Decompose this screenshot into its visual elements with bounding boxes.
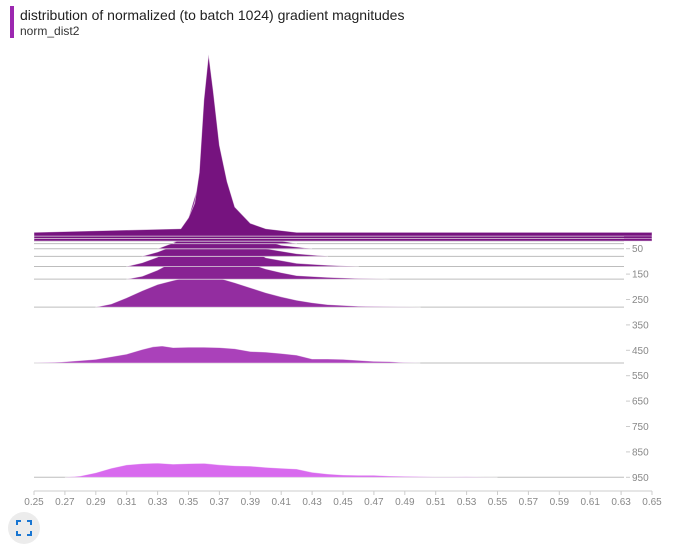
x-tick-label: 0.39 — [241, 497, 261, 508]
x-tick-label: 0.31 — [117, 497, 137, 508]
step-tick-label: 950 — [632, 473, 649, 484]
distribution-area-step-0 — [33, 54, 653, 237]
run-name: norm_dist2 — [20, 24, 80, 38]
distribution-chart: 0.25 0.27 0.29 0.31 0.33 0.35 0.37 0.39 0.41 0.43… — [24, 54, 662, 508]
step-tick-label: 650 — [632, 397, 649, 408]
x-tick-label: 0.55 — [488, 497, 508, 508]
fullscreen-icon — [16, 520, 32, 536]
step-tick-label: 50 — [632, 244, 644, 255]
x-tick-label: 0.41 — [271, 497, 291, 508]
step-tick-label: 450 — [632, 346, 649, 357]
x-tick-label: 0.25 — [24, 497, 44, 508]
step-tick-label: 150 — [632, 270, 649, 281]
x-tick-label: 0.63 — [611, 497, 631, 508]
x-tick-label: 0.49 — [395, 497, 415, 508]
x-tick-label: 0.35 — [179, 497, 199, 508]
x-tick-label: 0.33 — [148, 497, 168, 508]
x-tick-label: 0.53 — [457, 497, 477, 508]
x-tick-label: 0.37 — [210, 497, 230, 508]
x-tick-label: 0.59 — [550, 497, 570, 508]
x-tick-label: 0.27 — [55, 497, 75, 508]
x-tick-label: 0.45 — [333, 497, 353, 508]
step-tick-label: 550 — [632, 371, 649, 382]
step-tick-label: 350 — [632, 320, 649, 331]
distribution-area-step-280 — [95, 275, 421, 308]
distribution-area-step-20 — [33, 89, 653, 242]
step-tick-label: 250 — [632, 295, 649, 306]
step-tick-label: 850 — [632, 447, 649, 458]
x-tick-label: 0.57 — [519, 497, 539, 508]
distribution-area-step-10 — [33, 73, 653, 239]
x-tick-label: 0.47 — [364, 497, 384, 508]
x-tick-label: 0.29 — [86, 497, 106, 508]
distribution-area-step-950 — [64, 462, 498, 478]
x-tick-label: 0.65 — [642, 497, 662, 508]
fullscreen-button[interactable] — [8, 512, 40, 544]
x-tick-label: 0.51 — [426, 497, 446, 508]
step-tick-label: 750 — [632, 422, 649, 433]
x-tick-label: 0.61 — [580, 497, 600, 508]
distribution-area-step-500 — [33, 345, 421, 364]
x-tick-label: 0.43 — [302, 497, 322, 508]
chart-header: distribution of normalized (to batch 102… — [10, 6, 404, 38]
chart-title: distribution of normalized (to batch 102… — [20, 7, 405, 23]
